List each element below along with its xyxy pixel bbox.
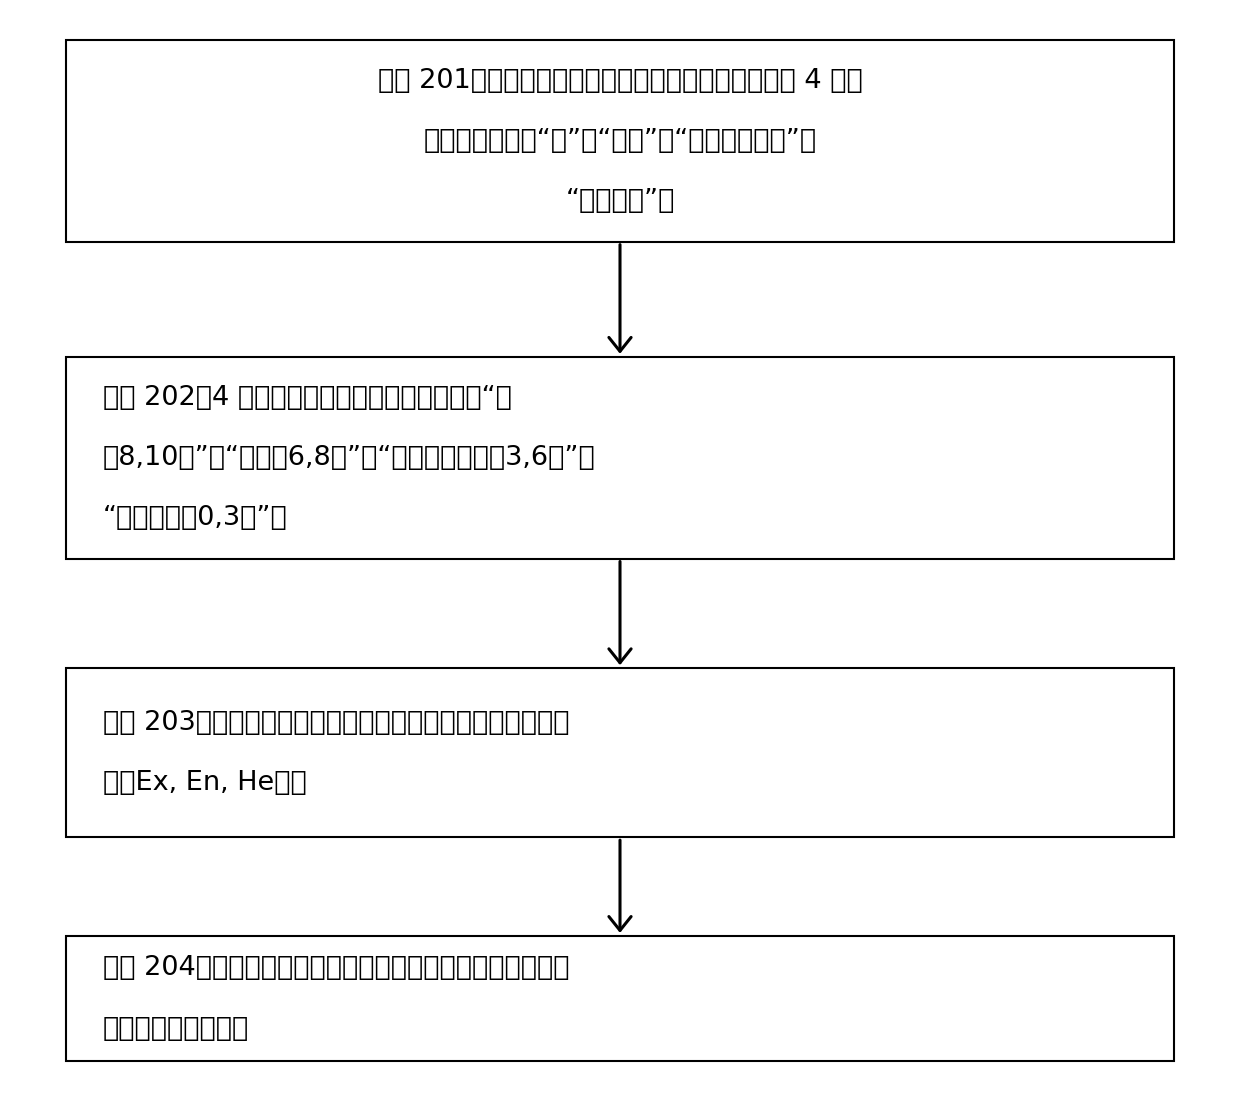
Text: 对应的标准云滔图。: 对应的标准云滔图。 (103, 1015, 249, 1042)
Text: 步骤 204，利用正向云发生器将标准评语的云数字特征转换为: 步骤 204，利用正向云发生器将标准评语的云数字特征转换为 (103, 956, 569, 981)
Text: “不可接受（0,3）”；: “不可接受（0,3）”； (103, 504, 288, 531)
Bar (66, 40, 1174, 242)
Text: （8,10）”、“较好（6,8）”、“优化后可接受（3,6）”、: （8,10）”、“较好（6,8）”、“优化后可接受（3,6）”、 (103, 445, 595, 470)
Bar (66, 668, 1174, 838)
Bar (66, 936, 1174, 1061)
Text: 征（Ex, En, He）；: 征（Ex, En, He）； (103, 770, 306, 796)
Text: 步骤 203，利用数字特征计算公式得到各标准评语的云数字特: 步骤 203，利用数字特征计算公式得到各标准评语的云数字特 (103, 710, 569, 735)
Text: 性概念，分别是“好”、“较好”、“优化后可接受”、: 性概念，分别是“好”、“较好”、“优化后可接受”、 (423, 128, 817, 154)
Text: 步骤 202，4 个定性概念对应的分値区间分别是“好: 步骤 202，4 个定性概念对应的分値区间分别是“好 (103, 384, 512, 411)
Text: “不可接受”；: “不可接受”； (565, 188, 675, 214)
Bar (66, 357, 1174, 558)
Text: 步骤 201，根据多位专家评审意见，将标准评语划分为 4 个定: 步骤 201，根据多位专家评审意见，将标准评语划分为 4 个定 (378, 67, 862, 94)
